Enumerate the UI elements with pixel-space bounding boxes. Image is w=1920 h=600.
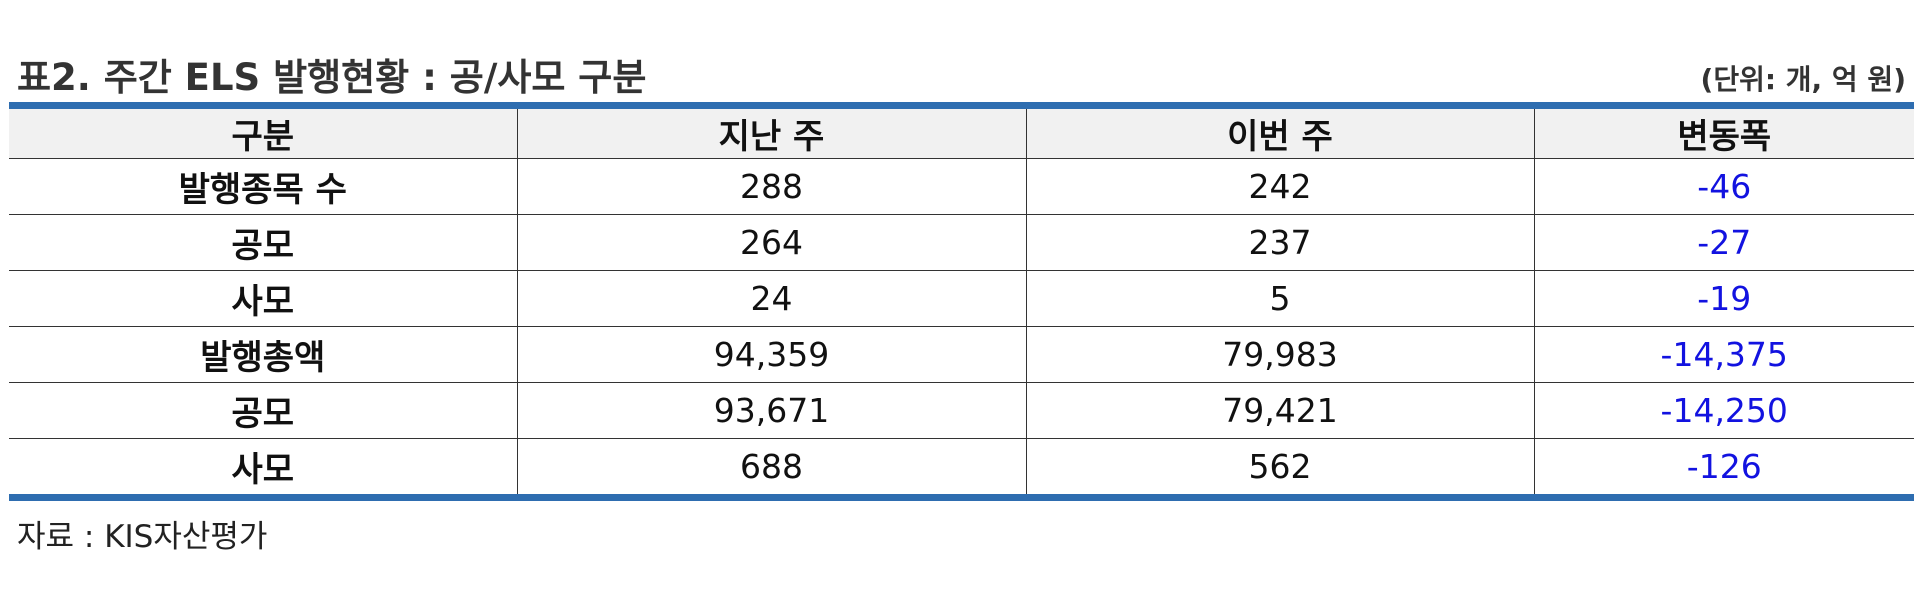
change-value: -126 (1533, 438, 1914, 498)
table-header-row: 표2. 주간 ELS 발행현황 : 공/사모 구분 (단위: 개, 억 원) (9, 40, 1914, 102)
last-week-value: 94,359 (516, 326, 1026, 383)
column-header-row: 구분 지난 주 이번 주 변동폭 (9, 105, 1914, 159)
this-week-value: 242 (1025, 158, 1534, 215)
this-week-value: 79,983 (1025, 326, 1534, 383)
row-label: 사모 (9, 438, 517, 498)
change-value: -14,250 (1533, 382, 1914, 439)
column-header-last-week: 지난 주 (516, 105, 1026, 159)
table-row: 사모 688 562 -126 (9, 438, 1914, 498)
els-issuance-table: 구분 지난 주 이번 주 변동폭 발행종목 수 288 242 -46 공모 2… (9, 102, 1914, 501)
this-week-value: 79,421 (1025, 382, 1534, 439)
column-header-category: 구분 (9, 105, 517, 159)
table-row: 공모 93,671 79,421 -14,250 (9, 382, 1914, 439)
row-label: 발행종목 수 (9, 158, 517, 215)
row-label: 사모 (9, 270, 517, 327)
row-label: 공모 (9, 382, 517, 439)
change-value: -46 (1533, 158, 1914, 215)
table-title: 표2. 주간 ELS 발행현황 : 공/사모 구분 (17, 56, 647, 99)
row-label: 발행총액 (9, 326, 517, 383)
change-value: -14,375 (1533, 326, 1914, 383)
row-label: 공모 (9, 214, 517, 271)
last-week-value: 93,671 (516, 382, 1026, 439)
last-week-value: 24 (516, 270, 1026, 327)
document: 표2. 주간 ELS 발행현황 : 공/사모 구분 (단위: 개, 억 원) 구… (9, 40, 1914, 556)
table-row: 사모 24 5 -19 (9, 270, 1914, 327)
this-week-value: 5 (1025, 270, 1534, 327)
change-value: -27 (1533, 214, 1914, 271)
last-week-value: 264 (516, 214, 1026, 271)
change-value: -19 (1533, 270, 1914, 327)
this-week-value: 237 (1025, 214, 1534, 271)
column-header-this-week: 이번 주 (1025, 105, 1534, 159)
last-week-value: 288 (516, 158, 1026, 215)
source-note: 자료 : KIS자산평가 (17, 519, 268, 555)
table-row: 발행총액 94,359 79,983 -14,375 (9, 326, 1914, 383)
column-header-change: 변동폭 (1533, 105, 1914, 159)
table-row: 발행종목 수 288 242 -46 (9, 158, 1914, 215)
last-week-value: 688 (516, 438, 1026, 498)
unit-note: (단위: 개, 억 원) (1700, 63, 1906, 96)
this-week-value: 562 (1025, 438, 1534, 498)
table-row: 공모 264 237 -27 (9, 214, 1914, 271)
